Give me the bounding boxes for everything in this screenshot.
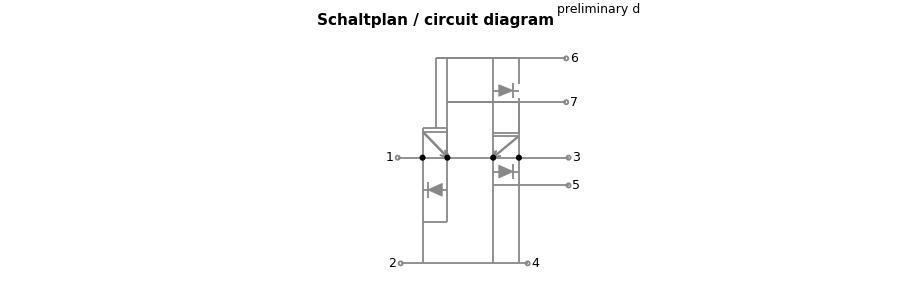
Text: 1: 1 xyxy=(386,151,393,164)
Circle shape xyxy=(420,155,425,160)
Text: 2: 2 xyxy=(389,257,396,270)
Text: 5: 5 xyxy=(572,179,580,192)
Polygon shape xyxy=(427,183,442,196)
Text: Schaltplan / circuit diagram: Schaltplan / circuit diagram xyxy=(318,13,554,28)
Circle shape xyxy=(445,155,449,160)
Polygon shape xyxy=(499,85,513,96)
Text: 4: 4 xyxy=(531,257,540,270)
Text: 6: 6 xyxy=(570,52,577,65)
Circle shape xyxy=(517,155,521,160)
Polygon shape xyxy=(499,165,513,178)
Text: 3: 3 xyxy=(572,151,580,164)
Text: preliminary d: preliminary d xyxy=(557,3,640,16)
Text: 7: 7 xyxy=(570,96,578,109)
Circle shape xyxy=(491,155,495,160)
